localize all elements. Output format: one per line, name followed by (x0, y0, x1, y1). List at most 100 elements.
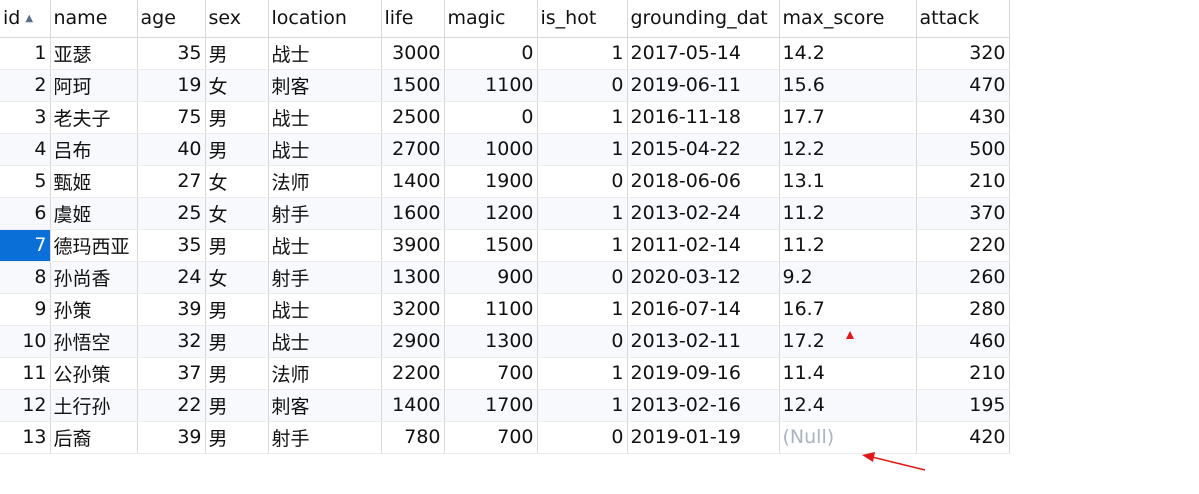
cell-location[interactable]: 刺客 (268, 69, 382, 102)
table-row[interactable]: 13 后裔 39 男射手 780 700 0 2019-01-19 (Null) 420 (0, 421, 1010, 454)
sort-ascending-icon[interactable]: ▲ (25, 13, 34, 25)
cell-attack[interactable]: 195 (916, 389, 1010, 422)
cell-name[interactable]: 孙尚香 (50, 261, 138, 294)
cell-life[interactable]: 3200 (381, 293, 445, 326)
cell-id[interactable]: 11 (0, 357, 51, 390)
cell-life[interactable]: 1600 (381, 197, 445, 230)
cell-sex[interactable]: 男 (205, 133, 269, 166)
cell-is-hot[interactable]: 1 (537, 389, 628, 422)
cell-life[interactable]: 1500 (381, 69, 445, 102)
cell-magic[interactable]: 1900 (444, 165, 538, 198)
cell-life[interactable]: 3900 (381, 229, 445, 262)
cell-life[interactable]: 780 (381, 421, 445, 454)
cell-id[interactable]: 10 (0, 325, 51, 358)
cell-magic[interactable]: 700 (444, 357, 538, 390)
cell-name[interactable]: 后裔 (50, 421, 138, 454)
cell-life[interactable]: 2700 (381, 133, 445, 166)
cell-magic[interactable]: 0 (444, 37, 538, 70)
cell-max-score[interactable]: 17.7 (779, 101, 917, 134)
cell-grounding-dat[interactable]: 2018-06-06 (627, 165, 780, 198)
cell-age[interactable]: 27 (137, 165, 206, 198)
cell-grounding-dat[interactable]: 2017-05-14 (627, 37, 780, 70)
cell-is-hot[interactable]: 1 (537, 133, 628, 166)
cell-attack[interactable]: 220 (916, 229, 1010, 262)
cell-grounding-dat[interactable]: 2011-02-14 (627, 229, 780, 262)
cell-age[interactable]: 32 (137, 325, 206, 358)
cell-life[interactable]: 1400 (381, 389, 445, 422)
cell-grounding-dat[interactable]: 2020-03-12 (627, 261, 780, 294)
table-row[interactable]: 10 孙悟空 32 男战士 2900 1300 0 2013-02-11 17.2 460 (0, 325, 1010, 358)
cell-sex[interactable]: 男 (205, 37, 269, 70)
cell-life[interactable]: 2900 (381, 325, 445, 358)
cell-sex[interactable]: 男 (205, 101, 269, 134)
cell-sex[interactable]: 女 (205, 69, 269, 102)
cell-life[interactable]: 2500 (381, 101, 445, 134)
cell-name[interactable]: 甄姬 (50, 165, 138, 198)
cell-id[interactable]: 3 (0, 101, 51, 134)
table-row[interactable]: 8 孙尚香 24 女射手 1300 900 0 2020-03-12 9.2 260 (0, 261, 1010, 294)
cell-name[interactable]: 阿珂 (50, 69, 138, 102)
cell-grounding-dat[interactable]: 2013-02-11 (627, 325, 780, 358)
cell-age[interactable]: 40 (137, 133, 206, 166)
table-row[interactable]: 2 阿珂 19 女刺客 1500 1100 0 2019-06-11 15.6 470 (0, 69, 1010, 102)
cell-max-score[interactable]: 14.2 (779, 37, 917, 70)
table-row[interactable]: 4 吕布 40 男战士 2700 1000 1 2015-04-22 12.2 500 (0, 133, 1010, 166)
cell-attack[interactable]: 280 (916, 293, 1010, 326)
cell-grounding-dat[interactable]: 2016-07-14 (627, 293, 780, 326)
cell-sex[interactable]: 男 (205, 293, 269, 326)
table-row[interactable]: 9 孙策 39 男战士 3200 1100 1 2016-07-14 16.7 280 (0, 293, 1010, 326)
cell-max-score[interactable]: 11.2 (779, 197, 917, 230)
cell-name[interactable]: 德玛西亚 (50, 229, 138, 262)
cell-attack[interactable]: 370 (916, 197, 1010, 230)
cell-is-hot[interactable]: 1 (537, 101, 628, 134)
cell-magic[interactable]: 1000 (444, 133, 538, 166)
cell-max-score[interactable]: 15.6 (779, 69, 917, 102)
table-row[interactable]: 7 德玛西亚 35 男战士 3900 1500 1 2011-02-14 11.2 220 (0, 229, 1010, 262)
cell-attack[interactable]: 210 (916, 165, 1010, 198)
cell-is-hot[interactable]: 0 (537, 421, 628, 454)
cell-age[interactable]: 22 (137, 389, 206, 422)
table-row[interactable]: 11 公孙策 37 男法师 2200 700 1 2019-09-16 11.4 210 (0, 357, 1010, 390)
grid-body[interactable]: 1 亚瑟 35 男战士 3000 0 1 2017-05-14 14.2 320 2 阿珂 19 女刺客 1… (0, 37, 1010, 454)
cell-age[interactable]: 35 (137, 37, 206, 70)
cell-name[interactable]: 亚瑟 (50, 37, 138, 70)
cell-attack[interactable]: 210 (916, 357, 1010, 390)
cell-max-score[interactable]: 13.1 (779, 165, 917, 198)
cell-location[interactable]: 法师 (268, 165, 382, 198)
cell-max-score[interactable]: 17.2 (779, 325, 917, 358)
cell-attack[interactable]: 430 (916, 101, 1010, 134)
cell-location[interactable]: 射手 (268, 197, 382, 230)
cell-id[interactable]: 13 (0, 421, 51, 454)
cell-location[interactable]: 射手 (268, 261, 382, 294)
cell-max-score[interactable]: (Null) (779, 421, 917, 454)
column-header-max-score[interactable]: max_score (779, 0, 917, 38)
cell-max-score[interactable]: 11.4 (779, 357, 917, 390)
cell-grounding-dat[interactable]: 2016-11-18 (627, 101, 780, 134)
cell-is-hot[interactable]: 1 (537, 293, 628, 326)
cell-grounding-dat[interactable]: 2019-09-16 (627, 357, 780, 390)
cell-magic[interactable]: 700 (444, 421, 538, 454)
cell-sex[interactable]: 男 (205, 389, 269, 422)
cell-name[interactable]: 吕布 (50, 133, 138, 166)
cell-magic[interactable]: 1500 (444, 229, 538, 262)
cell-magic[interactable]: 1100 (444, 293, 538, 326)
table-row[interactable]: 12 土行孙 22 男刺客 1400 1700 1 2013-02-16 12.4 195 (0, 389, 1010, 422)
column-header-age[interactable]: age (137, 0, 206, 38)
cell-age[interactable]: 35 (137, 229, 206, 262)
cell-magic[interactable]: 1300 (444, 325, 538, 358)
cell-magic[interactable]: 900 (444, 261, 538, 294)
cell-sex[interactable]: 女 (205, 165, 269, 198)
column-header-location[interactable]: location (268, 0, 382, 38)
cell-attack[interactable]: 420 (916, 421, 1010, 454)
cell-is-hot[interactable]: 0 (537, 69, 628, 102)
cell-life[interactable]: 1400 (381, 165, 445, 198)
cell-life[interactable]: 3000 (381, 37, 445, 70)
table-row[interactable]: 3 老夫子 75 男战士 2500 0 1 2016-11-18 17.7 430 (0, 101, 1010, 134)
column-header-magic[interactable]: magic (444, 0, 538, 38)
cell-grounding-dat[interactable]: 2013-02-24 (627, 197, 780, 230)
cell-age[interactable]: 24 (137, 261, 206, 294)
cell-name[interactable]: 土行孙 (50, 389, 138, 422)
cell-max-score[interactable]: 12.4 (779, 389, 917, 422)
cell-magic[interactable]: 0 (444, 101, 538, 134)
cell-id[interactable]: 6 (0, 197, 51, 230)
